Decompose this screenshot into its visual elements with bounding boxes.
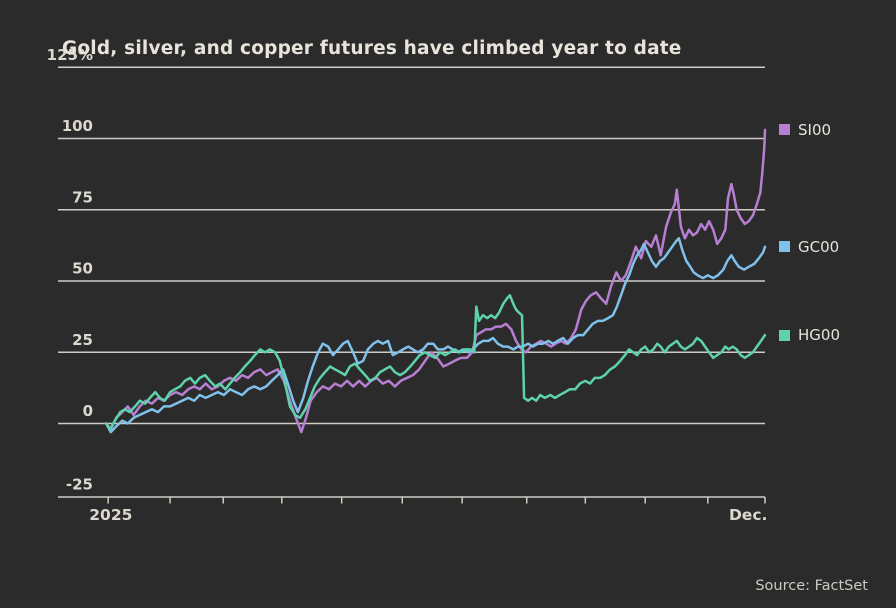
legend-swatch-hg00 [779, 329, 790, 341]
series-line-hg00 [104, 294, 767, 431]
y-axis-label-0: 0 [83, 402, 93, 420]
legend-label-hg00: HG00 [798, 326, 840, 345]
y-axis-label-125: 125% [47, 46, 93, 64]
legend-swatch-si00 [779, 124, 790, 136]
y-axis-label-25: 25 [72, 331, 93, 349]
y-axis-label-75: 75 [72, 188, 93, 206]
legend-label-gc00: GC00 [798, 237, 840, 256]
x-axis-label-dec: Dec. [729, 506, 767, 524]
x-axis-label-2025: 2025 [89, 506, 132, 524]
legend-swatch-gc00 [779, 241, 790, 253]
chart-title: Gold, silver, and copper futures have cl… [62, 38, 682, 59]
y-axis-label-50: 50 [72, 260, 93, 278]
y-axis-label--25: -25 [66, 476, 93, 494]
legend-item-hg00: HG00 [779, 326, 840, 344]
legend-item-gc00: GC00 [779, 238, 839, 256]
legend-label-si00: SI00 [798, 120, 832, 139]
series-line-gc00 [104, 237, 767, 434]
y-axis-label-100: 100 [62, 117, 93, 135]
source-attribution: Source: FactSet [755, 578, 868, 594]
legend-item-si00: SI00 [779, 121, 831, 139]
